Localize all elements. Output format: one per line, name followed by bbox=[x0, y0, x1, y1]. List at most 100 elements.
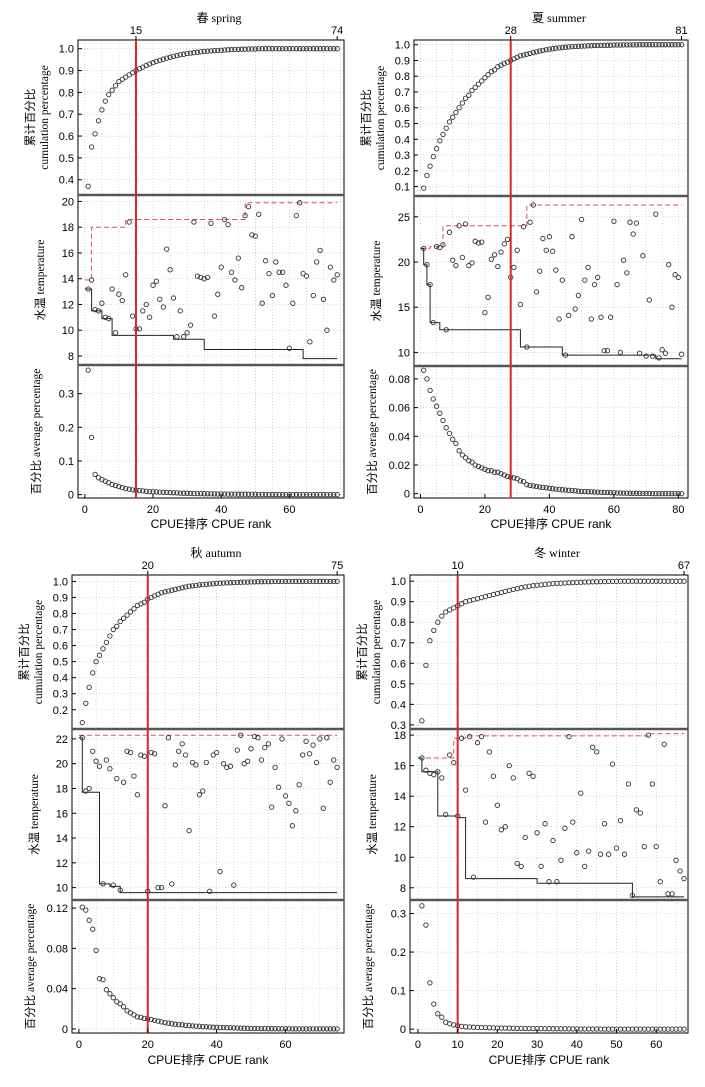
subplot-frame bbox=[77, 194, 345, 366]
cumulation-point bbox=[514, 54, 520, 60]
percentage-point bbox=[187, 490, 194, 497]
x-tick-label: 0 bbox=[417, 504, 423, 516]
cumulation-point bbox=[591, 42, 598, 49]
cumulation-point bbox=[475, 81, 482, 87]
y-tick-label: 0.3 bbox=[395, 150, 410, 162]
y-label-temperature: 水温 temperature bbox=[365, 774, 379, 855]
y-tick-label: 12 bbox=[56, 858, 68, 870]
temperature-point bbox=[331, 277, 337, 283]
y-tick-label: 0.02 bbox=[389, 460, 410, 472]
percentage-point bbox=[310, 491, 316, 498]
temperature-point bbox=[657, 879, 663, 885]
percentage-point bbox=[456, 448, 462, 454]
cumulation-point bbox=[100, 646, 106, 652]
percentage-point bbox=[215, 491, 221, 497]
cumulation-point bbox=[501, 60, 507, 67]
temperature-point bbox=[486, 749, 493, 755]
temperature-point bbox=[533, 289, 540, 295]
percentage-point bbox=[317, 491, 323, 498]
percentage-point bbox=[453, 440, 459, 447]
x-tick-label: 40 bbox=[543, 504, 555, 516]
max-temperature-step-line bbox=[417, 733, 684, 759]
percentage-point bbox=[120, 1004, 127, 1010]
cumulation-point bbox=[624, 42, 630, 48]
percentage-point bbox=[198, 490, 204, 497]
grid bbox=[414, 366, 688, 498]
percentage-point bbox=[669, 490, 675, 497]
temperature-point bbox=[327, 779, 333, 785]
grid bbox=[414, 196, 688, 366]
cumulation-point bbox=[327, 46, 334, 52]
temperature-point bbox=[241, 761, 247, 767]
percentage-point bbox=[575, 488, 582, 494]
percentage-point bbox=[235, 491, 241, 497]
cumulation-point bbox=[566, 580, 572, 586]
percentage-point bbox=[93, 947, 99, 954]
temperature-point bbox=[249, 232, 255, 238]
temperature-point bbox=[303, 738, 309, 745]
y-tick-label: 0.6 bbox=[391, 658, 406, 670]
percentage-point bbox=[585, 489, 591, 495]
y-tick-label: 0.2 bbox=[53, 705, 68, 717]
grid bbox=[78, 40, 344, 195]
temperature-point bbox=[262, 258, 269, 264]
percentage-point bbox=[200, 1023, 206, 1030]
percentage-point bbox=[517, 478, 524, 484]
cumulation-point bbox=[176, 585, 182, 592]
percentage-point bbox=[203, 1024, 209, 1030]
percentage-point bbox=[439, 1014, 445, 1020]
cumulation-point bbox=[331, 46, 337, 52]
percentage-point bbox=[324, 491, 330, 498]
x-tick-label: 20 bbox=[479, 504, 491, 516]
y-tick-label: 0.9 bbox=[391, 597, 406, 609]
cumulation-point bbox=[191, 50, 197, 56]
temperature-point bbox=[217, 868, 223, 875]
temperature-point bbox=[653, 211, 659, 217]
percentage-point bbox=[151, 1017, 158, 1024]
temperature-point bbox=[262, 744, 268, 751]
cumulation-point bbox=[141, 599, 147, 605]
percentage-point bbox=[488, 468, 495, 474]
y-tick-label: 0.3 bbox=[53, 689, 68, 701]
temperature-point bbox=[550, 837, 556, 844]
percentage-point bbox=[300, 491, 306, 498]
cumulation-point bbox=[633, 578, 640, 584]
x-tick-label: 40 bbox=[571, 1039, 583, 1051]
cumulation-point bbox=[331, 578, 337, 585]
temperature-point bbox=[172, 762, 178, 768]
percentage-point bbox=[303, 1026, 309, 1032]
temperature-point bbox=[542, 821, 548, 827]
cumulation-point bbox=[443, 609, 449, 615]
temperature-point bbox=[279, 736, 285, 742]
temperature-point bbox=[208, 220, 214, 226]
cumulation-point bbox=[572, 43, 578, 50]
cumulation-point bbox=[431, 627, 437, 634]
cumulation-point bbox=[447, 607, 453, 613]
chart-panel-autumn: 0.2 0.3 0.4 0.5 0.6 0.7 0.8 0.9 1.0 10 12 14 16 18 20 2… bbox=[18, 546, 345, 1067]
temperature-point bbox=[164, 246, 170, 252]
cumulation-point bbox=[187, 50, 194, 56]
temperature-point bbox=[251, 733, 258, 740]
cumulation-point bbox=[451, 605, 457, 611]
y-tick-label: 0.4 bbox=[59, 175, 74, 187]
y-tick-label: 0.3 bbox=[391, 720, 406, 732]
y-tick-label: 12 bbox=[394, 822, 406, 834]
temperature-point bbox=[114, 775, 120, 782]
cumulation-point bbox=[433, 146, 440, 152]
cumulation-point bbox=[272, 578, 278, 585]
percentage-point bbox=[649, 1026, 655, 1032]
cumulation-point bbox=[334, 46, 340, 52]
percentage-point bbox=[172, 1021, 178, 1027]
cumulation-point bbox=[450, 114, 456, 120]
temperature-point bbox=[470, 874, 477, 880]
cumulation-point bbox=[204, 48, 211, 54]
percentage-point bbox=[249, 491, 255, 497]
temperature-point bbox=[290, 300, 296, 306]
percentage-point bbox=[136, 487, 143, 494]
temperature-point bbox=[633, 807, 640, 813]
percentage-point bbox=[293, 491, 299, 498]
cumulation-point bbox=[99, 107, 105, 113]
subplot-frame bbox=[409, 899, 689, 1034]
cumulation-point bbox=[213, 580, 220, 586]
temperature-point bbox=[213, 749, 220, 756]
